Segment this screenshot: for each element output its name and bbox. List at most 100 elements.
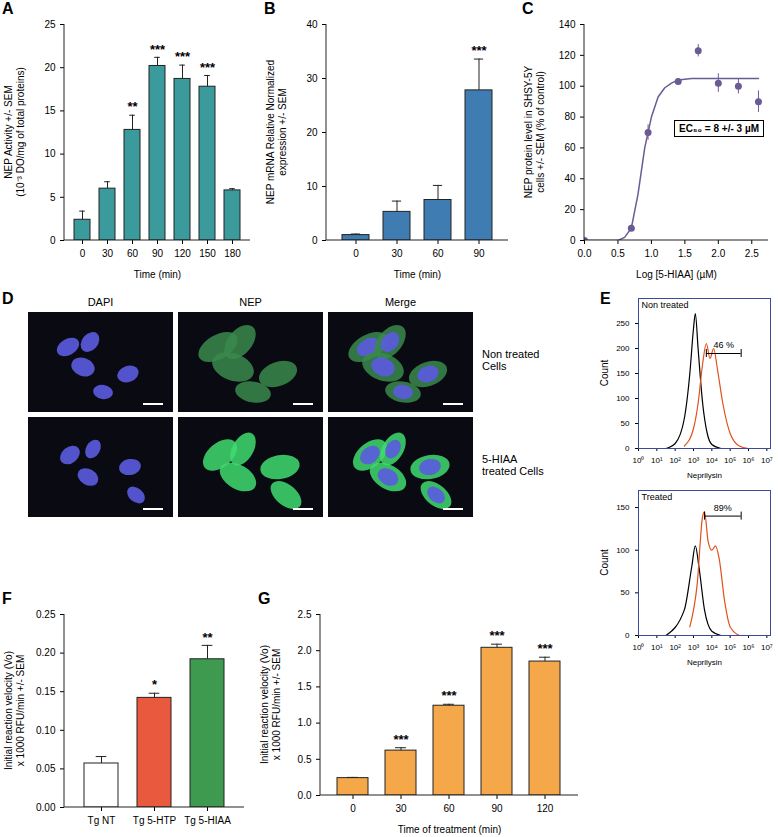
svg-text:100: 100 (559, 80, 576, 91)
svg-text:0: 0 (353, 248, 359, 259)
svg-text:120: 120 (537, 803, 554, 814)
svg-text:Neprilysin: Neprilysin (687, 658, 722, 667)
svg-text:***: *** (393, 732, 409, 747)
svg-text:***: *** (537, 641, 553, 656)
svg-text:1.5: 1.5 (678, 248, 692, 259)
svg-text:150: 150 (616, 369, 630, 378)
svg-text:30: 30 (102, 248, 114, 259)
svg-text:0: 0 (350, 803, 356, 814)
svg-text:120: 120 (559, 50, 576, 61)
svg-text:250: 250 (616, 319, 630, 328)
svg-text:NEP Activity +/- SEM(10⁻³ DO/m: NEP Activity +/- SEM(10⁻³ DO/mg of total… (3, 67, 26, 197)
svg-text:***: *** (200, 60, 216, 75)
svg-text:Time (min): Time (min) (394, 269, 441, 280)
svg-text:140: 140 (559, 19, 576, 30)
svg-text:20: 20 (564, 204, 576, 215)
svg-text:**: ** (127, 99, 138, 114)
svg-text:10⁶: 10⁶ (742, 643, 754, 652)
svg-text:*: * (152, 677, 158, 692)
svg-text:40: 40 (564, 173, 576, 184)
svg-text:10⁰: 10⁰ (633, 643, 645, 652)
svg-text:NEP mRNA Relative Normalizedex: NEP mRNA Relative Normalizedexpression +… (265, 60, 288, 204)
svg-text:20: 20 (306, 127, 318, 138)
svg-text:10⁵: 10⁵ (724, 643, 736, 652)
svg-text:10⁵: 10⁵ (724, 456, 736, 465)
svg-text:100: 100 (616, 546, 630, 555)
svg-text:90: 90 (152, 248, 164, 259)
svg-text:60: 60 (443, 803, 455, 814)
svg-text:2.0: 2.0 (298, 645, 312, 656)
svg-text:Time of treatment (min): Time of treatment (min) (398, 824, 502, 835)
svg-text:10³: 10³ (688, 456, 700, 465)
svg-text:30: 30 (395, 803, 407, 814)
svg-text:150: 150 (616, 503, 630, 512)
svg-text:60: 60 (564, 142, 576, 153)
svg-text:Initial reaction velocity (Vo): Initial reaction velocity (Vo)x 1000 RFU… (3, 651, 26, 770)
svg-text:30: 30 (306, 73, 318, 84)
svg-text:10⁷: 10⁷ (761, 456, 773, 465)
svg-text:0: 0 (625, 631, 630, 640)
svg-text:***: *** (471, 43, 487, 58)
svg-text:15: 15 (44, 105, 56, 116)
svg-text:***: *** (441, 688, 457, 703)
svg-text:Tg 5-HTP: Tg 5-HTP (133, 815, 177, 826)
svg-text:10: 10 (306, 181, 318, 192)
svg-text:50: 50 (621, 588, 630, 597)
svg-text:Treated: Treated (642, 492, 673, 502)
svg-text:120: 120 (174, 248, 191, 259)
svg-text:***: *** (150, 41, 166, 56)
svg-text:10²: 10² (669, 456, 681, 465)
svg-text:Non treated: Non treated (642, 300, 689, 310)
svg-text:10⁶: 10⁶ (742, 456, 754, 465)
svg-text:NEP protein level in SHSY-5Yce: NEP protein level in SHSY-5Ycells +/- SE… (523, 66, 546, 199)
svg-text:46 %: 46 % (713, 340, 734, 350)
svg-text:10¹: 10¹ (651, 456, 663, 465)
svg-text:180: 180 (224, 248, 241, 259)
svg-text:***: *** (175, 49, 191, 64)
svg-text:2.0: 2.0 (711, 248, 725, 259)
svg-text:10⁴: 10⁴ (706, 643, 719, 652)
svg-text:***: *** (489, 628, 505, 643)
svg-text:60: 60 (432, 248, 444, 259)
svg-text:60: 60 (127, 248, 139, 259)
svg-text:10¹: 10¹ (651, 643, 663, 652)
svg-text:Count: Count (599, 359, 610, 386)
svg-text:0: 0 (570, 235, 576, 246)
svg-text:Neprilysin: Neprilysin (687, 471, 722, 480)
svg-text:90: 90 (491, 803, 503, 814)
svg-text:0: 0 (312, 235, 318, 246)
svg-text:150: 150 (199, 248, 216, 259)
svg-text:1.0: 1.0 (298, 717, 312, 728)
svg-text:50: 50 (621, 419, 630, 428)
svg-text:10²: 10² (669, 643, 681, 652)
svg-text:Time (min): Time (min) (134, 269, 181, 280)
svg-text:Tg 5-HIAA: Tg 5-HIAA (184, 815, 231, 826)
svg-text:1.5: 1.5 (298, 681, 312, 692)
svg-text:0.10: 0.10 (36, 725, 56, 736)
svg-text:0.15: 0.15 (36, 686, 56, 697)
svg-text:89%: 89% (714, 503, 732, 513)
svg-text:Count: Count (599, 549, 610, 576)
svg-text:10⁴: 10⁴ (706, 456, 719, 465)
svg-text:0.0: 0.0 (298, 790, 312, 801)
svg-text:2.5: 2.5 (745, 248, 759, 259)
svg-text:0: 0 (80, 248, 86, 259)
svg-text:200: 200 (616, 344, 630, 353)
svg-text:100: 100 (616, 394, 630, 403)
svg-text:2.5: 2.5 (298, 609, 312, 620)
svg-text:1.0: 1.0 (644, 248, 658, 259)
svg-text:0: 0 (50, 235, 56, 246)
svg-text:10³: 10³ (688, 643, 700, 652)
svg-text:25: 25 (44, 19, 56, 30)
svg-text:0: 0 (625, 444, 630, 453)
svg-text:0.0: 0.0 (578, 248, 592, 259)
svg-text:0.00: 0.00 (36, 802, 56, 813)
svg-text:0.5: 0.5 (611, 248, 625, 259)
svg-text:20: 20 (44, 62, 56, 73)
svg-text:0.5: 0.5 (298, 754, 312, 765)
svg-text:30: 30 (391, 248, 403, 259)
svg-text:80: 80 (564, 111, 576, 122)
svg-text:10: 10 (44, 148, 56, 159)
svg-text:40: 40 (306, 19, 318, 30)
svg-text:5: 5 (50, 192, 56, 203)
